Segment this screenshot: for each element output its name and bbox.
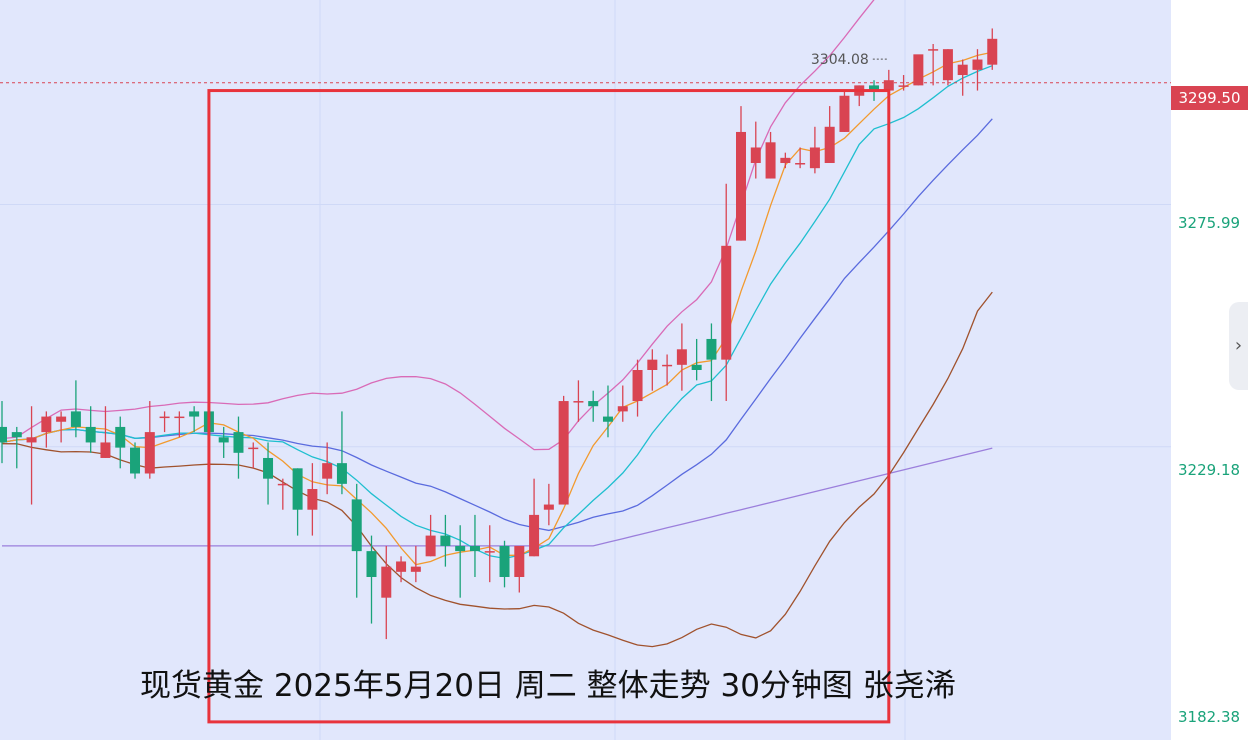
- axis-label-3229: 3229.18: [1178, 461, 1241, 479]
- candle-body-62: [913, 54, 924, 86]
- candle-body-65: [957, 64, 968, 76]
- candle-body-4: [56, 416, 67, 422]
- candle-body-60: [883, 80, 894, 91]
- chart-caption: 现货黄金 2025年5月20日 周二 整体走势 30分钟图 张尧浠: [140, 668, 956, 704]
- bollinger-upper-line: [1, 0, 875, 451]
- candle-body-64: [942, 49, 953, 81]
- candle-body-3: [41, 416, 52, 433]
- candle-body-21: [307, 489, 318, 510]
- highlight-box: [207, 89, 891, 724]
- axis-label-3182: 3182.38: [1178, 708, 1241, 726]
- candle-body-20: [292, 468, 303, 510]
- candle-body-13: [189, 411, 200, 417]
- bollinger-lower-line: [1, 291, 993, 648]
- candle-body-40: [588, 401, 599, 407]
- candle-body-6: [85, 426, 96, 443]
- candle-body-42: [617, 406, 628, 412]
- plot-background: [0, 0, 1171, 740]
- candle-body-53: [780, 157, 791, 164]
- candle-body-37: [543, 504, 554, 510]
- candle-body-35: [514, 545, 525, 577]
- candle-body-1: [11, 432, 22, 438]
- candle-body-19: [277, 483, 288, 486]
- candle-body-44: [647, 359, 658, 370]
- candle-body-51: [750, 147, 761, 164]
- candle-body-26: [381, 566, 392, 598]
- candle-body-61: [898, 85, 909, 87]
- ma-slow-line: [1, 118, 993, 532]
- candle-body-30: [440, 535, 451, 546]
- candle-body-12: [174, 416, 185, 419]
- axis-label-3275: 3275.99: [1178, 214, 1241, 232]
- candle-body-36: [529, 514, 540, 557]
- candle-body-23: [336, 463, 347, 484]
- candle-body-31: [455, 545, 466, 552]
- candle-body-63: [928, 49, 939, 51]
- candle-body-11: [159, 416, 170, 419]
- ma-long-line: [2, 447, 993, 547]
- candle-body-24: [351, 499, 362, 552]
- candle-body-48: [706, 338, 717, 360]
- candle-body-49: [721, 245, 732, 360]
- candle-body-33: [484, 551, 495, 553]
- candle-body-18: [263, 457, 274, 479]
- candle-body-39: [573, 401, 584, 403]
- candle-body-25: [366, 551, 377, 577]
- candle-body-10: [144, 432, 155, 474]
- candle-body-50: [736, 131, 746, 241]
- candle-body-54: [795, 163, 806, 165]
- candle-body-67: [987, 38, 998, 65]
- candle-body-22: [322, 463, 333, 479]
- candle-body-17: [248, 447, 259, 450]
- candle-body-29: [425, 535, 436, 557]
- ma-mid-line: [1, 65, 993, 560]
- candle-body-56: [824, 126, 835, 164]
- candle-body-66: [972, 59, 983, 70]
- candle-body-2: [26, 437, 37, 443]
- chevron-right-icon[interactable]: ›: [1229, 302, 1248, 390]
- candle-body-7: [100, 442, 111, 458]
- candle-body-16: [233, 432, 244, 453]
- candle-body-46: [676, 349, 687, 365]
- candle-body-59: [869, 85, 880, 91]
- current-price-tag: 3299.50: [1171, 86, 1248, 110]
- candle-body-8: [115, 426, 126, 448]
- candle-body-55: [809, 147, 820, 169]
- candle-body-9: [130, 447, 141, 474]
- price-chart[interactable]: 3304.08: [0, 0, 1171, 740]
- candle-body-27: [396, 561, 407, 572]
- candle-body-47: [691, 364, 702, 370]
- candle-body-52: [765, 142, 776, 179]
- candle-body-43: [632, 370, 643, 402]
- candle-body-0: [0, 426, 7, 443]
- candle-body-45: [662, 364, 673, 367]
- candle-body-15: [218, 437, 229, 443]
- candle-body-32: [469, 545, 480, 552]
- max-price-label: 3304.08: [811, 52, 869, 68]
- candle-body-57: [839, 95, 850, 132]
- candle-body-34: [499, 545, 510, 577]
- candle-body-41: [602, 416, 613, 422]
- candle-body-5: [70, 411, 81, 427]
- candle-body-28: [410, 566, 421, 572]
- candle-body-38: [558, 401, 569, 505]
